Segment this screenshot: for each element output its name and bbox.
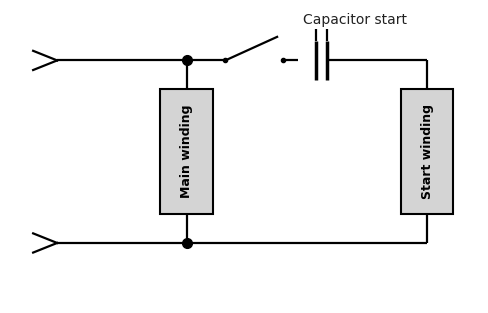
- Bar: [400, 89, 452, 214]
- Text: Main winding: Main winding: [180, 105, 193, 198]
- Bar: [160, 89, 213, 214]
- Text: Start winding: Start winding: [420, 104, 433, 199]
- Text: Capacitor start: Capacitor start: [303, 13, 406, 27]
